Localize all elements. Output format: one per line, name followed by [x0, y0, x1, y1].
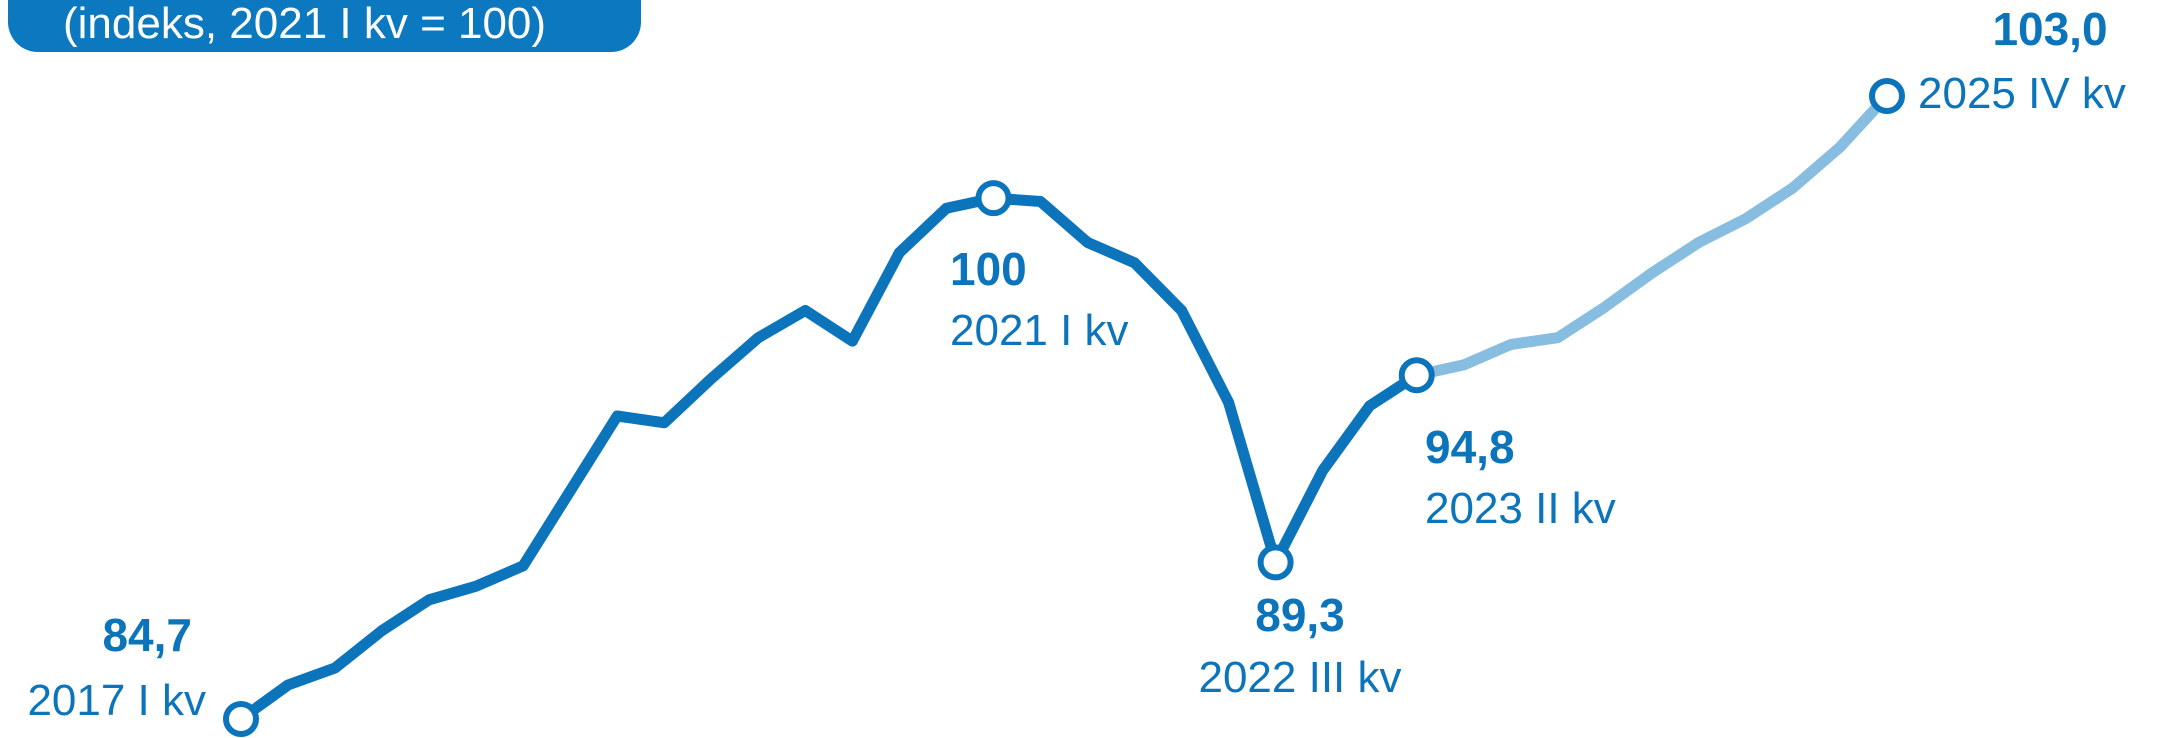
period-label: 2022 III kv	[1198, 653, 1401, 702]
period-label: 2017 I kv	[27, 676, 206, 725]
data-value-label: 89,3	[1255, 589, 1345, 641]
data-point-marker	[223, 701, 259, 737]
data-value-label: 84,7	[102, 609, 192, 661]
period-label: 2021 I kv	[950, 306, 1129, 355]
data-value-label: 94,8	[1425, 421, 1515, 473]
data-point-marker	[975, 180, 1012, 217]
data-point-marker	[1257, 544, 1294, 581]
forecast-series-line	[1411, 90, 1893, 381]
period-label: 2023 II kv	[1425, 484, 1616, 533]
data-point-marker	[1398, 357, 1435, 394]
series-markers	[223, 78, 1905, 737]
data-value-label: 103,0	[1992, 3, 2107, 55]
actual-series-line	[235, 192, 1423, 725]
data-point-marker	[1869, 78, 1905, 114]
data-value-label: 100	[950, 243, 1027, 295]
series-lines	[235, 90, 1893, 725]
period-label: 2025 IV kv	[1918, 69, 2126, 118]
chart-title: (indeks, 2021 I kv = 100)	[8, 0, 641, 52]
point-labels: 84,7 2017 I kv 100 2021 I kv 89,3 2022 III kv…	[27, 3, 2125, 725]
